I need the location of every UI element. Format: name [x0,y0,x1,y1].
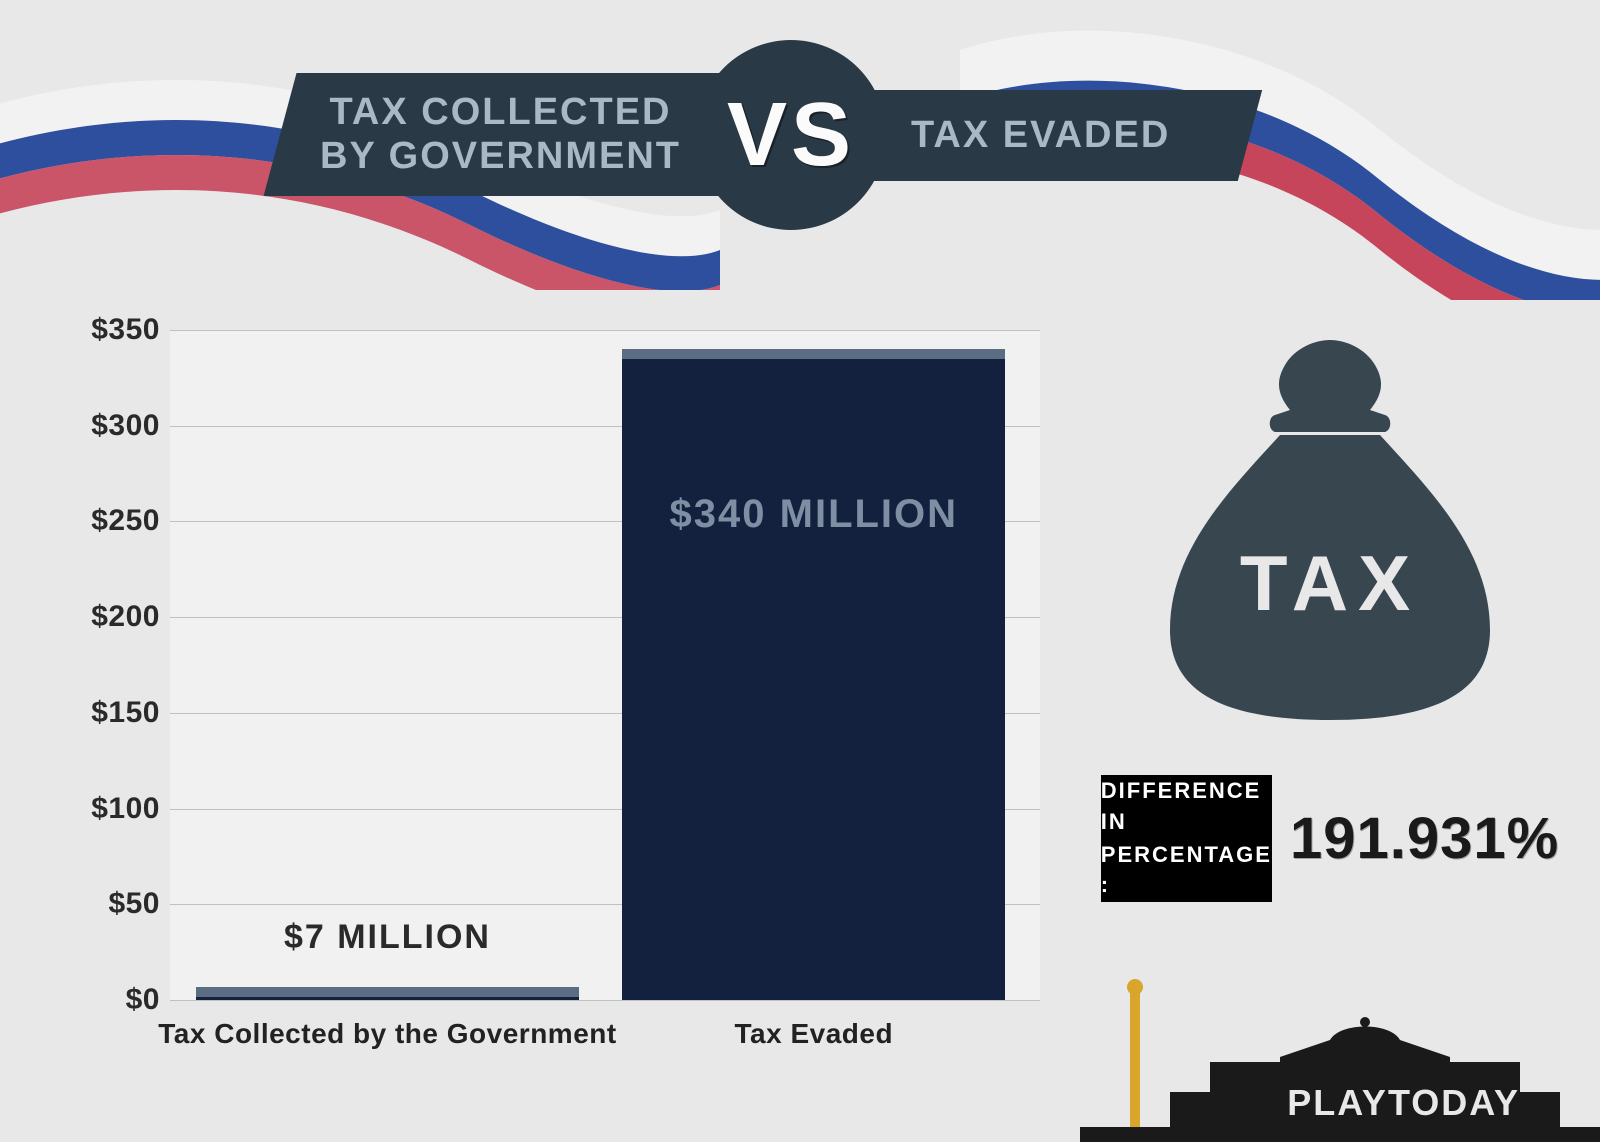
chart-bar: Tax Evaded$340 MILLION [622,349,1005,1000]
difference-label-line2: PERCENTAGE : [1101,839,1272,903]
chart-ytick: $150 [60,696,160,730]
side-panel: TAX DIFFERENCE IN PERCENTAGE : 191.931% [1120,340,1540,902]
vs-circle: VS [696,40,886,230]
difference-label: DIFFERENCE IN PERCENTAGE : [1101,775,1272,902]
title-left-text: TAX COLLECTED BY GOVERNMENT [320,91,681,178]
chart-ytick: $300 [60,409,160,443]
chart-ytick: $200 [60,600,160,634]
chart-ytick: $50 [60,887,160,921]
chart-gridline [170,1000,1040,1001]
chart-bar: Tax Collected by the Government$7 MILLIO… [196,987,579,1000]
chart-ytick: $100 [60,792,160,826]
title-right-text: TAX EVADED [911,114,1170,157]
brand-logo-text: PLAYTODAY [1287,1082,1520,1123]
chart-gridline [170,330,1040,331]
chart-bar-top [622,349,1005,359]
chart-ytick: $0 [60,983,160,1017]
chart-bar-xlabel: Tax Collected by the Government [158,1018,616,1050]
difference-value: 191.931% [1290,805,1559,872]
chart-bar-xlabel: Tax Evaded [735,1018,894,1050]
brand-logo: PLAYTODAY [1287,1082,1520,1124]
difference-label-line1: DIFFERENCE IN [1101,775,1272,839]
bar-chart: Tax Collected by the Government $7 MILLIO… [60,330,1040,1080]
title-banner: TAX COLLECTED BY GOVERNMENT VS TAX EVADE… [280,40,1250,230]
tax-bag-icon: TAX [1160,340,1500,720]
chart-plot-area: Tax Collected by the Government$7 MILLIO… [170,330,1040,1000]
vs-text: VS [727,84,855,187]
chart-bar-value-label: $340 MILLION [622,492,1005,537]
difference-block: DIFFERENCE IN PERCENTAGE : 191.931% [1120,775,1540,902]
chart-ytick: $350 [60,313,160,347]
chart-ytick: $250 [60,504,160,538]
chart-bar-top [196,987,579,997]
tax-bag-text: TAX [1240,539,1420,627]
chart-bar-value-label: $7 MILLION [196,918,579,957]
